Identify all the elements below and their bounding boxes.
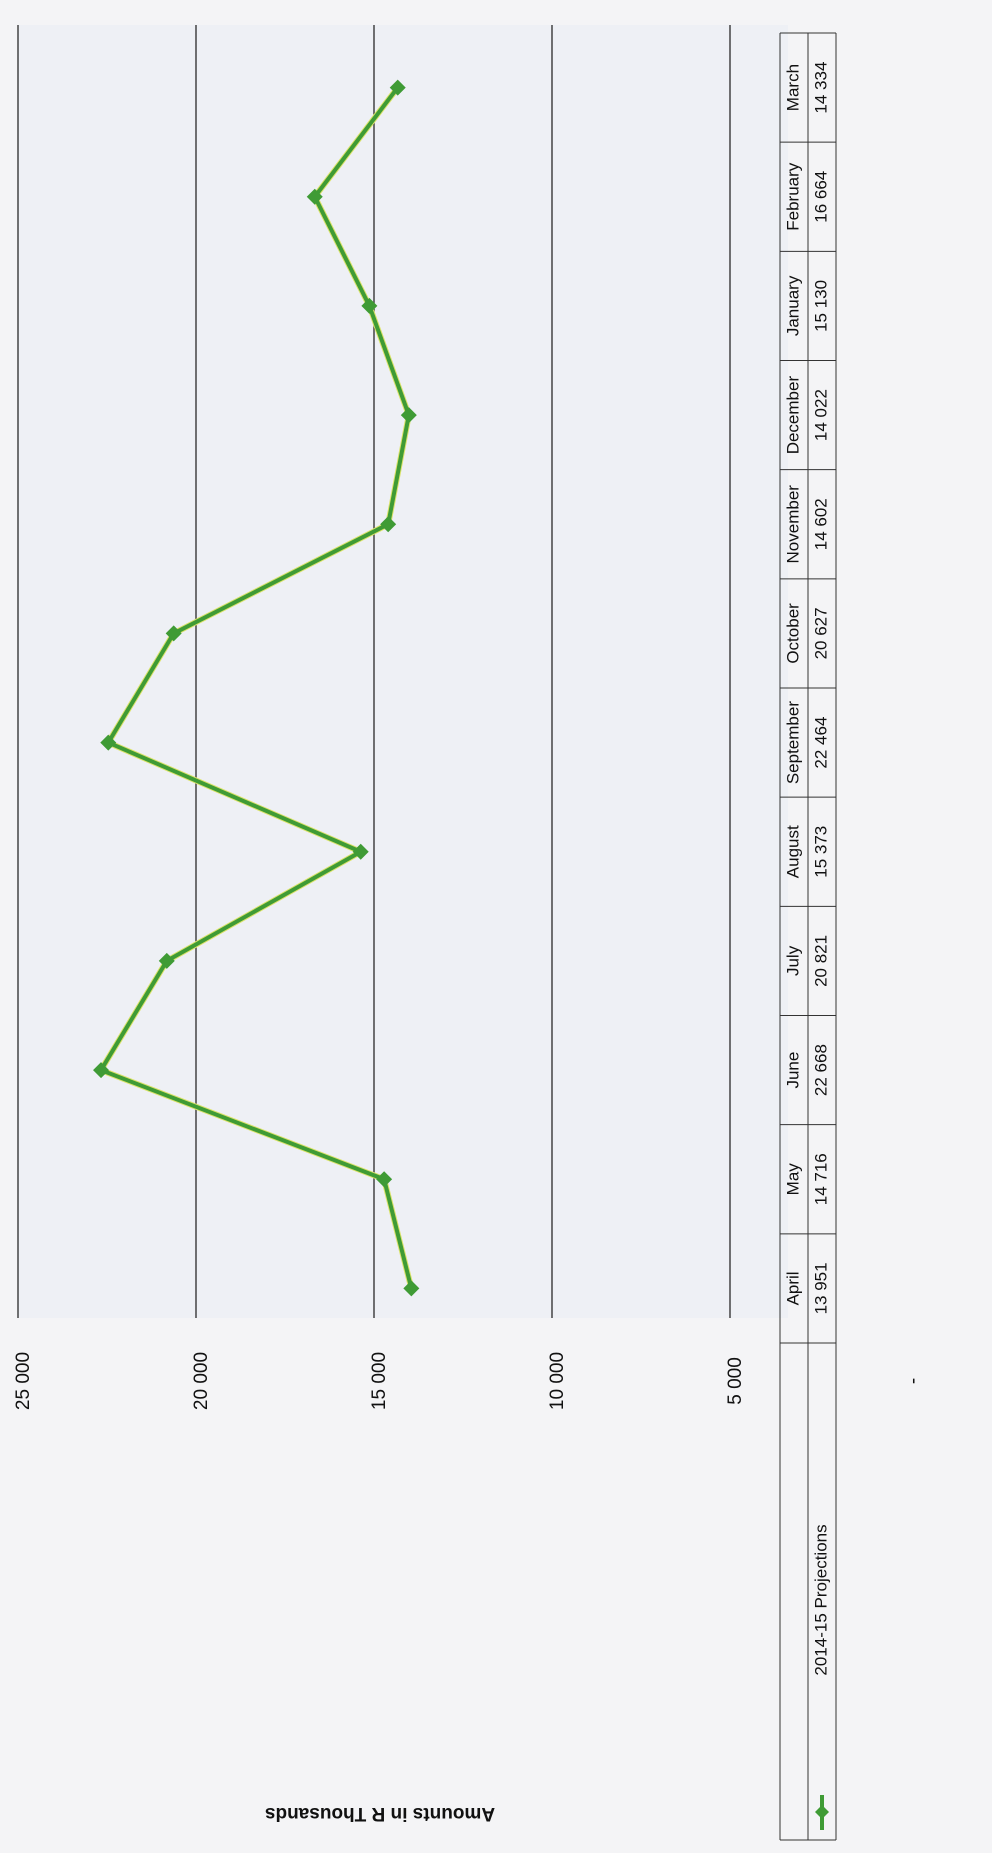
- data-point-marker: [403, 1280, 420, 1297]
- data-point-marker: [400, 407, 417, 424]
- x-category-label: May: [783, 1163, 802, 1196]
- data-point-marker: [361, 297, 378, 314]
- x-category-label: September: [783, 701, 802, 784]
- data-label: 13 951: [811, 1262, 830, 1314]
- legend-marker: [815, 1805, 829, 1819]
- data-label: 14 022: [811, 389, 830, 441]
- data-point-marker: [158, 952, 175, 969]
- y-tick-label: 20 000: [191, 1352, 212, 1410]
- legend-label: 2014-15 Projections: [811, 1524, 830, 1675]
- series-line-group: [93, 79, 420, 1297]
- y-tick-label: 15 000: [369, 1352, 390, 1410]
- x-category-label: August: [783, 825, 802, 878]
- data-point-marker: [100, 734, 117, 751]
- data-label: 22 464: [811, 717, 830, 769]
- data-label: 20 627: [811, 607, 830, 659]
- data-label: 14 602: [811, 498, 830, 550]
- y-axis-title: Amounts in R Thousands: [265, 1803, 495, 1824]
- data-point-marker: [376, 1171, 393, 1188]
- y-tick-label: 5 000: [725, 1357, 746, 1405]
- data-label: 16 664: [811, 171, 830, 223]
- data-point-marker: [352, 843, 369, 860]
- x-category-label: October: [783, 603, 802, 664]
- x-category-label: July: [783, 945, 802, 976]
- x-category-label: November: [783, 485, 802, 564]
- y-tick-label: 10 000: [547, 1352, 568, 1410]
- data-label: 14 334: [811, 62, 830, 114]
- data-point-marker: [306, 188, 323, 205]
- data-point-marker: [380, 516, 397, 533]
- x-category-label: April: [783, 1271, 802, 1305]
- x-category-label: June: [783, 1052, 802, 1089]
- data-label: 22 668: [811, 1044, 830, 1096]
- value-axis: - 5 000 10 000 15 000 20 000 25 000 Amounts in…: [13, 1352, 924, 1824]
- data-label: 15 373: [811, 826, 830, 878]
- data-label: 14 716: [811, 1153, 830, 1205]
- x-category-label: March: [783, 64, 802, 111]
- data-label: 20 821: [811, 935, 830, 987]
- plot-area: [17, 25, 788, 1318]
- x-category-label: December: [783, 376, 802, 455]
- y-tick-label: 25 000: [13, 1352, 34, 1410]
- x-category-label: February: [783, 162, 802, 231]
- data-point-marker: [93, 1062, 110, 1079]
- series-line: [99, 86, 414, 1289]
- data-point-marker: [165, 625, 182, 642]
- plot-background: [18, 25, 788, 1318]
- y-tick-label: -: [903, 1378, 924, 1384]
- data-table: April 13 951 May 14 716 June 22 668 July 20 821…: [779, 32, 837, 1841]
- data-point-marker: [389, 79, 406, 96]
- x-category-label: January: [783, 275, 802, 336]
- legend: 2014-15 Projections: [811, 1524, 830, 1830]
- data-label: 15 130: [811, 280, 830, 332]
